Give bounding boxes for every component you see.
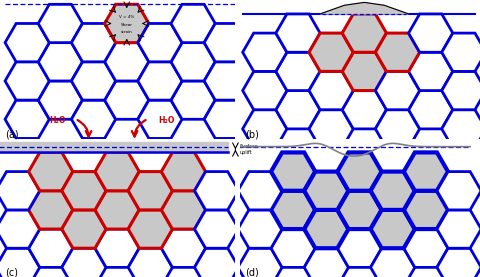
Polygon shape <box>375 71 420 110</box>
Polygon shape <box>5 100 49 138</box>
Polygon shape <box>128 171 172 210</box>
Polygon shape <box>276 52 320 91</box>
Polygon shape <box>105 43 149 81</box>
Polygon shape <box>171 4 215 43</box>
Polygon shape <box>238 248 282 277</box>
Polygon shape <box>375 110 420 148</box>
Polygon shape <box>194 171 239 210</box>
Polygon shape <box>404 152 448 191</box>
Polygon shape <box>271 191 315 229</box>
Text: (b): (b) <box>245 129 259 139</box>
Polygon shape <box>72 24 116 62</box>
Polygon shape <box>161 191 205 229</box>
Polygon shape <box>62 171 106 210</box>
Polygon shape <box>0 142 228 152</box>
Polygon shape <box>337 229 382 267</box>
Polygon shape <box>95 152 139 191</box>
Polygon shape <box>105 4 149 43</box>
Polygon shape <box>62 248 106 277</box>
Polygon shape <box>138 62 182 100</box>
Polygon shape <box>72 62 116 100</box>
Polygon shape <box>371 171 415 210</box>
Polygon shape <box>161 152 205 191</box>
Polygon shape <box>408 91 453 129</box>
Polygon shape <box>342 14 386 52</box>
Polygon shape <box>204 62 249 100</box>
Polygon shape <box>442 33 480 71</box>
Polygon shape <box>194 210 239 248</box>
Text: Shear: Shear <box>121 23 133 27</box>
Polygon shape <box>309 71 353 110</box>
Polygon shape <box>408 52 453 91</box>
Polygon shape <box>375 33 420 71</box>
Polygon shape <box>371 210 415 248</box>
Polygon shape <box>0 248 40 277</box>
Polygon shape <box>442 71 480 110</box>
Polygon shape <box>128 210 172 248</box>
Polygon shape <box>238 171 282 210</box>
Text: (d): (d) <box>245 268 259 277</box>
Polygon shape <box>304 171 348 210</box>
Polygon shape <box>0 171 40 210</box>
Polygon shape <box>342 91 386 129</box>
Polygon shape <box>337 152 382 191</box>
Polygon shape <box>404 191 448 229</box>
Polygon shape <box>309 33 353 71</box>
Polygon shape <box>62 210 106 248</box>
Polygon shape <box>194 248 239 277</box>
Polygon shape <box>29 229 73 267</box>
Polygon shape <box>309 110 353 148</box>
Polygon shape <box>0 210 40 248</box>
Polygon shape <box>304 210 348 248</box>
Polygon shape <box>442 110 480 148</box>
Polygon shape <box>171 43 215 81</box>
Polygon shape <box>5 62 49 100</box>
Polygon shape <box>337 191 382 229</box>
Polygon shape <box>437 248 480 277</box>
Polygon shape <box>161 229 205 267</box>
Polygon shape <box>138 100 182 138</box>
Text: V = 4%: V = 4% <box>119 15 134 19</box>
Text: (c): (c) <box>5 268 18 277</box>
Polygon shape <box>320 2 408 14</box>
Polygon shape <box>437 210 480 248</box>
Polygon shape <box>105 81 149 119</box>
Polygon shape <box>243 110 287 148</box>
Polygon shape <box>38 4 83 43</box>
Polygon shape <box>38 81 83 119</box>
Polygon shape <box>271 229 315 267</box>
Polygon shape <box>29 191 73 229</box>
Polygon shape <box>38 43 83 81</box>
Polygon shape <box>171 81 215 119</box>
Polygon shape <box>437 171 480 210</box>
Polygon shape <box>138 24 182 62</box>
Polygon shape <box>408 14 453 52</box>
Polygon shape <box>128 248 172 277</box>
Polygon shape <box>276 91 320 129</box>
Polygon shape <box>371 248 415 277</box>
Polygon shape <box>404 229 448 267</box>
Text: H₂O: H₂O <box>158 116 174 125</box>
Text: H₂O: H₂O <box>49 116 65 125</box>
Polygon shape <box>304 248 348 277</box>
Polygon shape <box>5 24 49 62</box>
Polygon shape <box>95 229 139 267</box>
Polygon shape <box>243 71 287 110</box>
Polygon shape <box>238 210 282 248</box>
Polygon shape <box>204 100 249 138</box>
Text: strain: strain <box>121 30 132 34</box>
Text: Surface
uplift: Surface uplift <box>239 144 258 155</box>
Polygon shape <box>342 52 386 91</box>
Polygon shape <box>271 152 315 191</box>
Polygon shape <box>276 14 320 52</box>
Text: (a): (a) <box>5 129 18 139</box>
Polygon shape <box>204 24 249 62</box>
Polygon shape <box>72 100 116 138</box>
Polygon shape <box>95 191 139 229</box>
Polygon shape <box>243 33 287 71</box>
Polygon shape <box>29 152 73 191</box>
